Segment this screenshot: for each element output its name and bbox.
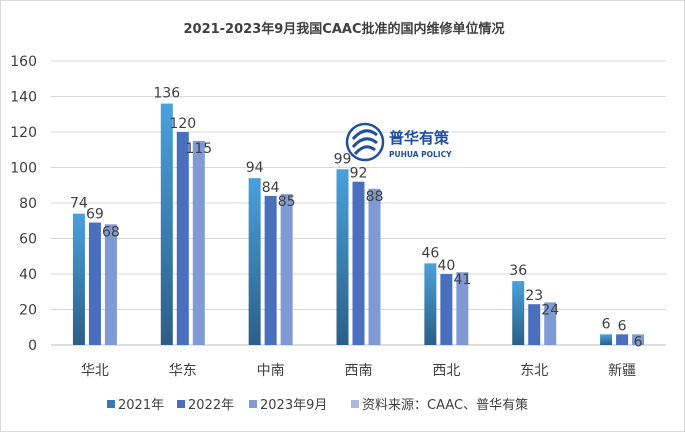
bar xyxy=(528,304,541,345)
y-axis: 0 20 40 60 80 100 120 140 160 xyxy=(10,54,37,354)
y-tick-label: 0 xyxy=(28,338,37,354)
legend-label: 2023年9月 xyxy=(260,398,327,413)
legend-swatch xyxy=(351,400,359,408)
x-tick-label: 西南 xyxy=(345,363,373,379)
data-label: 84 xyxy=(262,180,280,196)
x-tick-label: 东北 xyxy=(520,363,548,379)
data-label: 40 xyxy=(437,258,455,274)
data-label: 99 xyxy=(334,151,352,167)
y-tick-label: 20 xyxy=(19,303,37,319)
bar xyxy=(104,224,117,345)
bar xyxy=(176,132,189,345)
bar xyxy=(264,195,277,345)
bar xyxy=(88,222,101,345)
x-tick-label: 华北 xyxy=(81,363,109,379)
legend-swatch xyxy=(177,400,185,408)
bar xyxy=(352,181,365,345)
y-tick-label: 100 xyxy=(10,161,37,177)
legend-label: 资料来源：CAAC、普华有策 xyxy=(362,397,528,413)
watermark-cn: 普华有策 xyxy=(389,129,450,147)
legend-label: 2021年 xyxy=(118,398,164,413)
data-label: 120 xyxy=(169,116,196,132)
bar xyxy=(280,194,293,345)
legend-swatch xyxy=(249,400,257,408)
x-tick-label: 中南 xyxy=(257,363,285,379)
data-label: 41 xyxy=(453,272,471,288)
y-tick-label: 40 xyxy=(19,267,37,283)
bar xyxy=(600,334,613,345)
y-tick-label: 60 xyxy=(19,232,37,248)
data-label: 6 xyxy=(634,334,643,350)
x-tick-label: 西北 xyxy=(432,363,460,379)
legend-swatch xyxy=(107,400,115,408)
data-label: 36 xyxy=(509,263,527,279)
bar xyxy=(456,272,469,345)
data-label: 74 xyxy=(70,196,88,212)
data-label: 94 xyxy=(246,160,264,176)
bar xyxy=(424,263,437,345)
x-axis: 华北 华东 中南 西南 西北 东北 新疆 xyxy=(81,363,636,379)
bar xyxy=(632,334,645,345)
legend-label: 2022年 xyxy=(188,398,234,413)
bar xyxy=(160,103,173,345)
chart-title: 2021-2023年9月我国CAAC批准的国内维修单位情况 xyxy=(183,21,504,37)
watermark-en: PUHUA POLICY xyxy=(389,150,452,159)
data-label: 46 xyxy=(421,245,439,261)
bar xyxy=(440,274,453,345)
bar xyxy=(192,140,205,345)
data-label: 24 xyxy=(541,302,559,318)
data-label: 85 xyxy=(278,194,296,210)
logo-wave-icon xyxy=(351,129,378,155)
data-label: 6 xyxy=(618,318,627,334)
data-label: 69 xyxy=(86,207,104,223)
y-tick-label: 140 xyxy=(10,90,37,106)
bar xyxy=(512,281,525,345)
x-tick-label: 华东 xyxy=(169,363,197,379)
x-tick-label: 新疆 xyxy=(608,363,636,379)
bar xyxy=(336,169,349,345)
data-label: 136 xyxy=(153,86,180,102)
data-label: 115 xyxy=(185,141,212,157)
bar xyxy=(72,213,85,345)
data-label: 88 xyxy=(366,189,384,205)
bar xyxy=(544,302,557,345)
y-tick-label: 120 xyxy=(10,125,37,141)
bar xyxy=(368,188,381,345)
legend: 2021年 2022年 2023年9月 资料来源：CAAC、普华有策 xyxy=(107,397,528,413)
watermark-logo: 普华有策 PUHUA POLICY xyxy=(345,122,452,162)
data-label: 68 xyxy=(102,224,120,240)
y-tick-label: 160 xyxy=(10,54,37,70)
y-tick-label: 80 xyxy=(19,196,37,212)
data-label: 23 xyxy=(525,288,543,304)
data-label: 6 xyxy=(602,316,611,332)
data-label: 92 xyxy=(350,166,368,182)
bar xyxy=(616,334,629,345)
bar xyxy=(248,178,261,345)
